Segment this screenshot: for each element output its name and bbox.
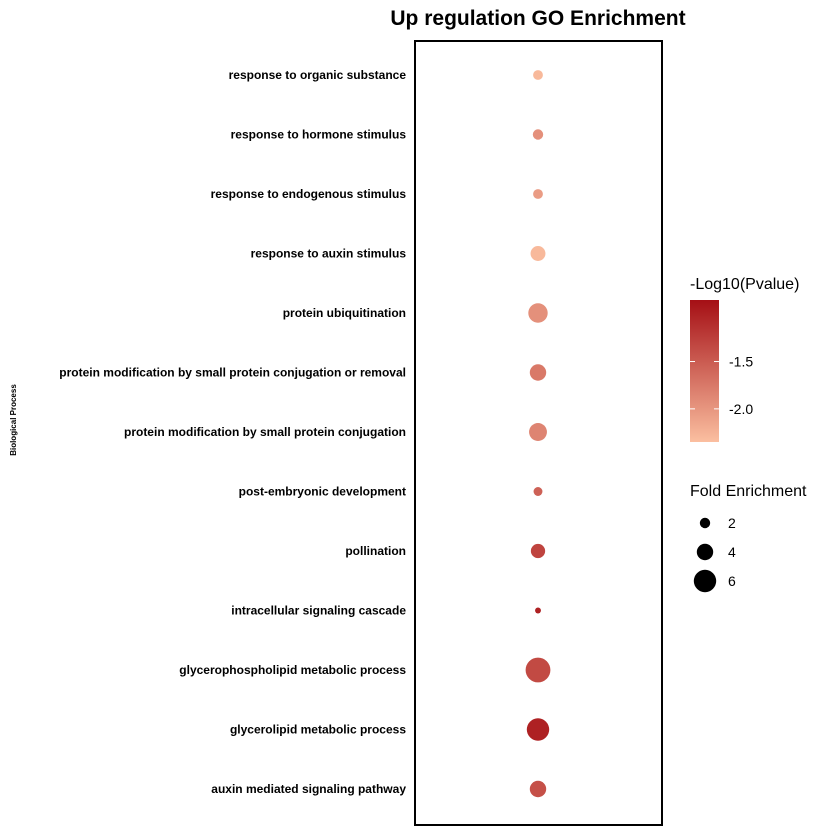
y-tick-label: response to auxin stimulus	[251, 247, 407, 261]
y-tick-label: response to endogenous stimulus	[211, 187, 407, 201]
data-point	[529, 780, 547, 798]
data-point	[530, 246, 546, 261]
y-tick-label: protein ubiquitination	[283, 306, 406, 320]
y-tick-label: response to hormone stimulus	[231, 128, 407, 142]
data-point	[525, 657, 551, 683]
data-point	[533, 70, 543, 80]
chart-title: Up regulation GO Enrichment	[390, 7, 685, 30]
y-tick-label: intracellular signaling cascade	[231, 604, 406, 618]
data-point	[529, 423, 547, 441]
size-legend-key	[693, 569, 717, 593]
size-legend-title: Fold Enrichment	[690, 483, 807, 500]
y-tick-label: glycerolipid metabolic process	[230, 723, 406, 737]
data-points	[525, 70, 551, 798]
color-bar-tick-label: -1.5	[729, 354, 753, 370]
data-point	[528, 303, 548, 323]
y-tick-label: response to organic substance	[229, 68, 407, 82]
size-legend-keys: 2 4 6	[693, 515, 736, 593]
y-tick-label: auxin mediated signaling pathway	[211, 782, 406, 796]
size-legend-label: 6	[728, 573, 736, 589]
y-tick-label: pollination	[345, 544, 406, 558]
data-point	[530, 543, 546, 559]
y-tick-label: post-embryonic development	[239, 485, 406, 499]
data-point	[529, 364, 547, 381]
y-axis-title: Biological Process	[9, 384, 18, 456]
data-point	[526, 718, 550, 741]
size-legend-key	[699, 517, 711, 529]
data-point	[532, 129, 544, 140]
data-point	[533, 487, 543, 496]
y-tick-label: protein modification by small protein co…	[124, 425, 406, 439]
data-point	[533, 189, 543, 199]
color-bar-ticks: -1.5 -2.0	[690, 354, 753, 417]
color-legend: -Log10(Pvalue) -1.5 -2.0	[690, 276, 799, 442]
size-legend-label: 4	[728, 544, 736, 560]
y-tick-label: protein modification by small protein co…	[59, 366, 406, 380]
color-bar-tick-label: -2.0	[729, 401, 753, 417]
size-legend: Fold Enrichment 2 4 6	[690, 483, 807, 593]
size-legend-key	[696, 543, 714, 561]
y-tick-label: glycerophospholipid metabolic process	[179, 663, 406, 677]
size-legend-label: 2	[728, 515, 736, 531]
color-bar	[690, 300, 719, 442]
y-tick-labels: response to organic substance response to…	[59, 68, 406, 796]
color-legend-title: -Log10(Pvalue)	[690, 276, 799, 293]
data-point	[535, 607, 541, 614]
